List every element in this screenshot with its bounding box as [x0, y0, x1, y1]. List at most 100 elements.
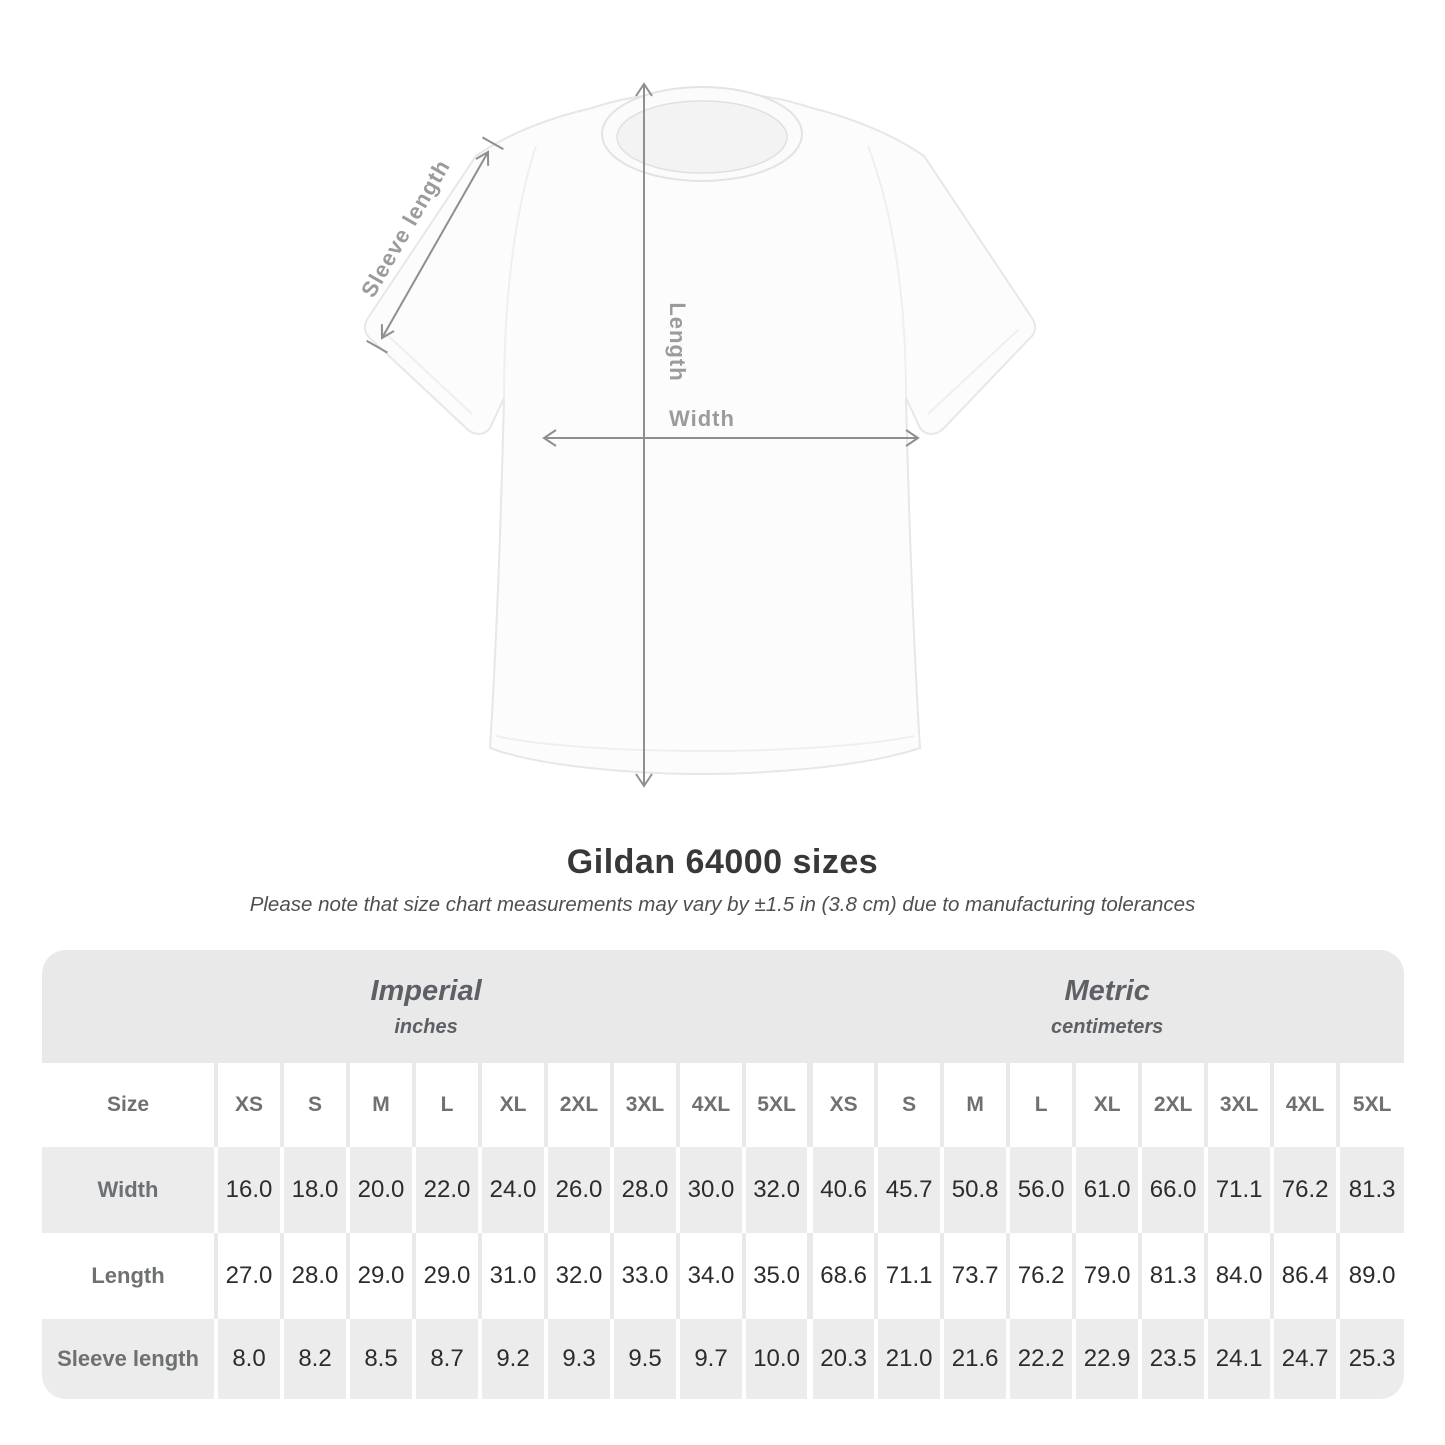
size-col-metric-s: S	[874, 1063, 943, 1147]
row-label: Sleeve length	[42, 1319, 216, 1399]
value-cell: 27.0	[214, 1233, 282, 1319]
value-cell: 35.0	[741, 1233, 811, 1319]
value-cell: 66.0	[1138, 1147, 1207, 1233]
size-header-row: Size XS S M L XL 2XL 3XL 4XL 5XL XS S M L XL 2XL 3XL 4XL…	[42, 1063, 1404, 1147]
value-cell: 81.3	[1138, 1233, 1207, 1319]
value-cell: 8.0	[214, 1319, 282, 1399]
size-col-imperial-5xl: 5XL	[741, 1063, 811, 1147]
size-col-imperial-3xl: 3XL	[610, 1063, 678, 1147]
measurement-row-width: Width 16.0 18.0 20.0 22.0 24.0 26.0 28.0 30.0 32.…	[42, 1147, 1404, 1233]
value-cell: 28.0	[280, 1233, 348, 1319]
width-label: Width	[669, 406, 735, 431]
value-cell: 22.0	[412, 1147, 480, 1233]
size-col-metric-3xl: 3XL	[1204, 1063, 1273, 1147]
value-cell: 8.7	[412, 1319, 480, 1399]
size-col-metric-2xl: 2XL	[1138, 1063, 1207, 1147]
value-cell: 73.7	[940, 1233, 1009, 1319]
size-table: Imperial inches Metric centimeters Size …	[42, 950, 1404, 1399]
size-col-metric-m: M	[940, 1063, 1009, 1147]
value-cell: 21.0	[874, 1319, 943, 1399]
size-col-metric-xs: XS	[807, 1063, 877, 1147]
value-cell: 56.0	[1006, 1147, 1075, 1233]
value-cell: 18.0	[280, 1147, 348, 1233]
value-cell: 32.0	[741, 1147, 811, 1233]
value-cell: 30.0	[676, 1147, 744, 1233]
value-cell: 71.1	[874, 1233, 943, 1319]
row-label: Width	[42, 1147, 216, 1233]
size-col-imperial-s: S	[280, 1063, 348, 1147]
size-table-body: Width 16.0 18.0 20.0 22.0 24.0 26.0 28.0 30.0 32.…	[42, 1147, 1404, 1399]
value-cell: 23.5	[1138, 1319, 1207, 1399]
size-col-imperial-xs: XS	[214, 1063, 282, 1147]
value-cell: 50.8	[940, 1147, 1009, 1233]
value-cell: 20.3	[807, 1319, 877, 1399]
value-cell: 34.0	[676, 1233, 744, 1319]
unit-group-row: Imperial inches Metric centimeters	[42, 950, 1404, 1063]
value-cell: 76.2	[1006, 1233, 1075, 1319]
size-row-label: Size	[42, 1063, 216, 1147]
value-cell: 86.4	[1270, 1233, 1339, 1319]
value-cell: 9.2	[478, 1319, 546, 1399]
width-arrow	[542, 429, 920, 447]
value-cell: 9.7	[676, 1319, 744, 1399]
value-cell: 20.0	[346, 1147, 414, 1233]
metric-group-header: Metric centimeters	[810, 950, 1404, 1063]
tolerance-note: Please note that size chart measurements…	[249, 893, 1196, 916]
value-cell: 45.7	[874, 1147, 943, 1233]
imperial-label: Imperial	[370, 974, 482, 1007]
value-cell: 29.0	[412, 1233, 480, 1319]
value-cell: 81.3	[1336, 1147, 1404, 1233]
imperial-group-header: Imperial inches	[42, 950, 811, 1063]
value-cell: 21.6	[940, 1319, 1009, 1399]
tshirt-measurement-diagram: Length Width Sleeve length	[340, 60, 1060, 825]
measurement-row-length: Length 27.0 28.0 29.0 29.0 31.0 32.0 33.0 34.0 35…	[42, 1233, 1404, 1319]
value-cell: 24.0	[478, 1147, 546, 1233]
page-title: Gildan 64000 sizes	[566, 843, 879, 881]
value-cell: 22.2	[1006, 1319, 1075, 1399]
value-cell: 79.0	[1072, 1233, 1141, 1319]
size-col-imperial-l: L	[412, 1063, 480, 1147]
value-cell: 76.2	[1270, 1147, 1339, 1233]
size-col-imperial-xl: XL	[478, 1063, 546, 1147]
value-cell: 33.0	[610, 1233, 678, 1319]
value-cell: 9.5	[610, 1319, 678, 1399]
value-cell: 22.9	[1072, 1319, 1141, 1399]
value-cell: 68.6	[807, 1233, 877, 1319]
metric-unit: centimeters	[1051, 1015, 1164, 1038]
size-col-metric-xl: XL	[1072, 1063, 1141, 1147]
size-col-metric-l: L	[1006, 1063, 1075, 1147]
value-cell: 61.0	[1072, 1147, 1141, 1233]
value-cell: 32.0	[544, 1233, 612, 1319]
size-col-metric-4xl: 4XL	[1270, 1063, 1339, 1147]
size-table-wrap: Imperial inches Metric centimeters Size …	[42, 950, 1404, 1399]
sleeve-length-arrow	[366, 136, 504, 354]
value-cell: 29.0	[346, 1233, 414, 1319]
value-cell: 16.0	[214, 1147, 282, 1233]
value-cell: 9.3	[544, 1319, 612, 1399]
value-cell: 24.1	[1204, 1319, 1273, 1399]
value-cell: 10.0	[741, 1319, 811, 1399]
value-cell: 25.3	[1336, 1319, 1404, 1399]
value-cell: 8.2	[280, 1319, 348, 1399]
value-cell: 71.1	[1204, 1147, 1273, 1233]
size-col-imperial-m: M	[346, 1063, 414, 1147]
value-cell: 24.7	[1270, 1319, 1339, 1399]
value-cell: 26.0	[544, 1147, 612, 1233]
imperial-unit: inches	[394, 1015, 458, 1038]
tshirt-illustration: Length Width Sleeve length	[356, 82, 1037, 788]
size-col-metric-5xl: 5XL	[1336, 1063, 1404, 1147]
length-label: Length	[665, 302, 690, 381]
metric-label: Metric	[1064, 974, 1150, 1007]
length-arrow	[635, 82, 653, 788]
value-cell: 40.6	[807, 1147, 877, 1233]
value-cell: 31.0	[478, 1233, 546, 1319]
row-label: Length	[42, 1233, 216, 1319]
size-col-imperial-2xl: 2XL	[544, 1063, 612, 1147]
value-cell: 84.0	[1204, 1233, 1273, 1319]
value-cell: 89.0	[1336, 1233, 1404, 1319]
measurement-row-sleeve-length: Sleeve length 8.0 8.2 8.5 8.7 9.2 9.3 9.5 9.7 10.…	[42, 1319, 1404, 1399]
tshirt-shape	[363, 86, 1037, 776]
value-cell: 28.0	[610, 1147, 678, 1233]
value-cell: 8.5	[346, 1319, 414, 1399]
